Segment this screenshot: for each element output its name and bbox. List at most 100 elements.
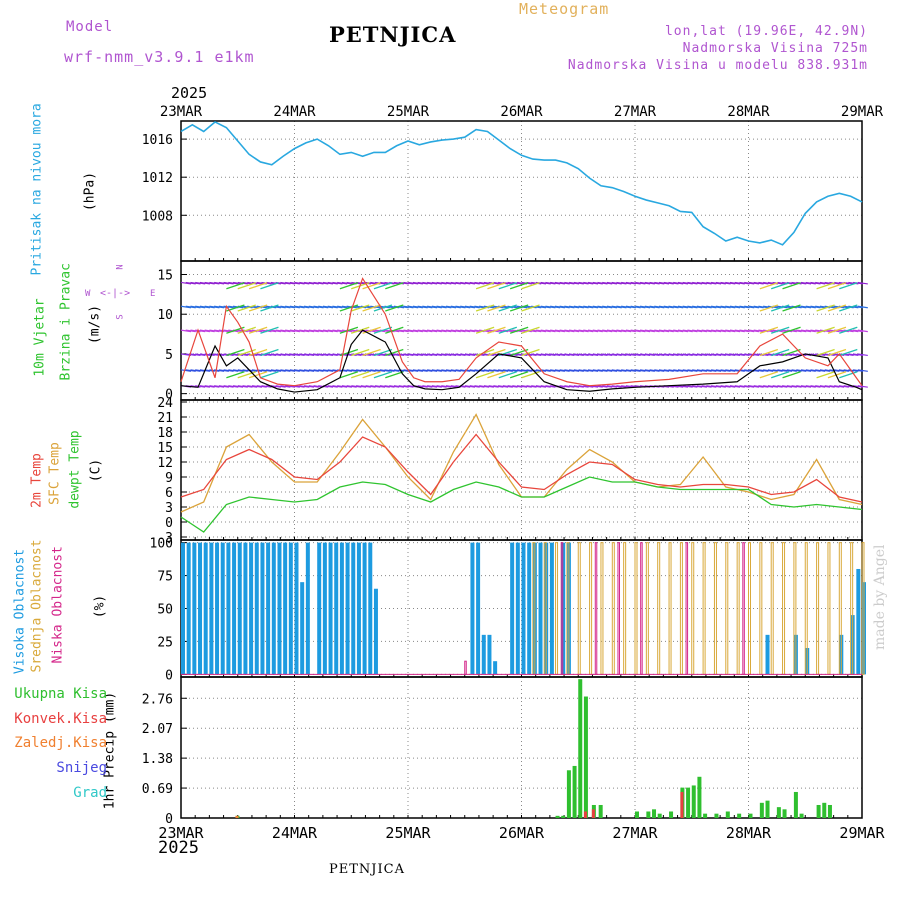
wind-barb bbox=[299, 353, 310, 357]
wind-gust-arrow bbox=[248, 326, 268, 334]
wind-barb bbox=[701, 305, 712, 309]
wind-barb bbox=[578, 305, 589, 309]
precip-bar bbox=[725, 811, 730, 818]
wind-barb bbox=[422, 385, 433, 388]
wind-barb bbox=[299, 385, 310, 388]
wind-barb bbox=[303, 369, 315, 372]
wind-barb bbox=[786, 369, 797, 372]
wind-barb bbox=[559, 353, 570, 357]
wind-barb bbox=[673, 329, 684, 333]
wind-barb bbox=[232, 385, 244, 388]
wind-barb bbox=[223, 281, 234, 285]
wind-barb bbox=[218, 385, 229, 388]
wind-barb bbox=[374, 369, 386, 372]
wind-barb bbox=[692, 385, 703, 388]
wind-barb bbox=[417, 281, 428, 285]
wind-barb bbox=[843, 385, 854, 388]
wind-gust-arrow bbox=[509, 326, 529, 334]
wind-barb bbox=[256, 385, 267, 388]
wind-barb bbox=[535, 281, 547, 285]
wind-barb bbox=[450, 353, 461, 357]
wind-barb bbox=[621, 369, 632, 372]
wind-barb bbox=[692, 281, 703, 285]
wind-barb bbox=[294, 369, 305, 372]
wind-barb bbox=[479, 385, 490, 388]
wind-barb bbox=[800, 281, 812, 285]
wind-barb bbox=[427, 281, 438, 285]
wind-barb bbox=[682, 369, 693, 372]
y-tick-label: 18 bbox=[157, 426, 173, 441]
wind-barb bbox=[431, 369, 442, 372]
cloud-bar bbox=[549, 542, 554, 675]
wind-barb bbox=[365, 281, 376, 285]
wind-barb bbox=[777, 385, 788, 388]
wind-barb bbox=[280, 385, 291, 388]
wind-barb bbox=[706, 329, 717, 333]
wind-barb bbox=[715, 329, 726, 333]
cloud-bar bbox=[373, 588, 378, 675]
wind-barb bbox=[540, 353, 551, 357]
cloud-bar bbox=[356, 542, 361, 675]
wind-barb bbox=[711, 353, 722, 357]
wind-barb bbox=[573, 281, 584, 285]
cloud-bar bbox=[691, 542, 695, 675]
wind-barb bbox=[564, 385, 575, 388]
wind-barb bbox=[630, 353, 641, 357]
wind-barb bbox=[280, 353, 291, 357]
wind-barb bbox=[474, 385, 485, 388]
wind-barb bbox=[445, 329, 457, 333]
wind-gust-arrow bbox=[351, 348, 370, 357]
precip-bar bbox=[691, 785, 696, 818]
wind-barb bbox=[606, 385, 618, 388]
cloud-bar bbox=[510, 542, 515, 675]
wind-gust-arrow bbox=[521, 371, 540, 379]
wind-barb bbox=[398, 329, 409, 333]
wind-barb bbox=[758, 369, 769, 372]
wind-barb bbox=[464, 329, 476, 333]
y-tick-label: 1008 bbox=[142, 209, 173, 224]
wind-barb bbox=[195, 305, 206, 309]
wind-barb bbox=[308, 305, 319, 309]
wind-barb bbox=[417, 329, 428, 333]
wind-barb bbox=[602, 281, 613, 285]
wind-barb bbox=[834, 385, 845, 388]
wind-barb bbox=[180, 305, 192, 309]
wind-barb bbox=[360, 369, 371, 372]
wind-barb bbox=[488, 369, 499, 372]
wind-gust-arrow bbox=[782, 326, 801, 334]
wind-barb bbox=[725, 329, 736, 333]
wind-barb bbox=[251, 385, 263, 388]
wind-barb bbox=[635, 369, 646, 372]
wind-barb bbox=[526, 329, 537, 333]
wind-barb bbox=[611, 385, 622, 388]
wind-barb bbox=[587, 369, 599, 372]
wind-barb bbox=[356, 385, 367, 388]
wind-barb bbox=[734, 353, 745, 357]
wind-barb bbox=[640, 369, 651, 372]
wind-barb bbox=[739, 329, 750, 333]
wind-barb bbox=[763, 369, 774, 372]
wind-barb bbox=[706, 281, 717, 285]
wind-barb bbox=[644, 305, 655, 309]
wind-barb bbox=[318, 353, 329, 357]
wind-gust-arrow bbox=[373, 348, 393, 357]
wind-barb bbox=[606, 329, 618, 333]
wind-barb bbox=[720, 281, 731, 285]
wind-barb bbox=[275, 305, 286, 309]
wind-barb bbox=[583, 329, 594, 333]
precip-bar bbox=[555, 815, 560, 818]
cloud-bar bbox=[861, 542, 865, 675]
wind-gust-arrow bbox=[475, 326, 495, 334]
wind-barb bbox=[218, 329, 229, 333]
wind-barb bbox=[640, 353, 651, 357]
wind-gust-arrow bbox=[827, 326, 847, 334]
cloud-bar bbox=[192, 542, 197, 675]
wind-barb bbox=[417, 305, 428, 309]
y-tick-label: 2.07 bbox=[142, 722, 173, 737]
wind-barb bbox=[815, 305, 826, 309]
wind-gust-arrow bbox=[759, 326, 779, 334]
wind-barb bbox=[417, 385, 428, 388]
wind-barb bbox=[578, 353, 589, 357]
wind-barb bbox=[554, 305, 565, 309]
legend-konvek: Konvek.Kisa bbox=[14, 711, 107, 727]
